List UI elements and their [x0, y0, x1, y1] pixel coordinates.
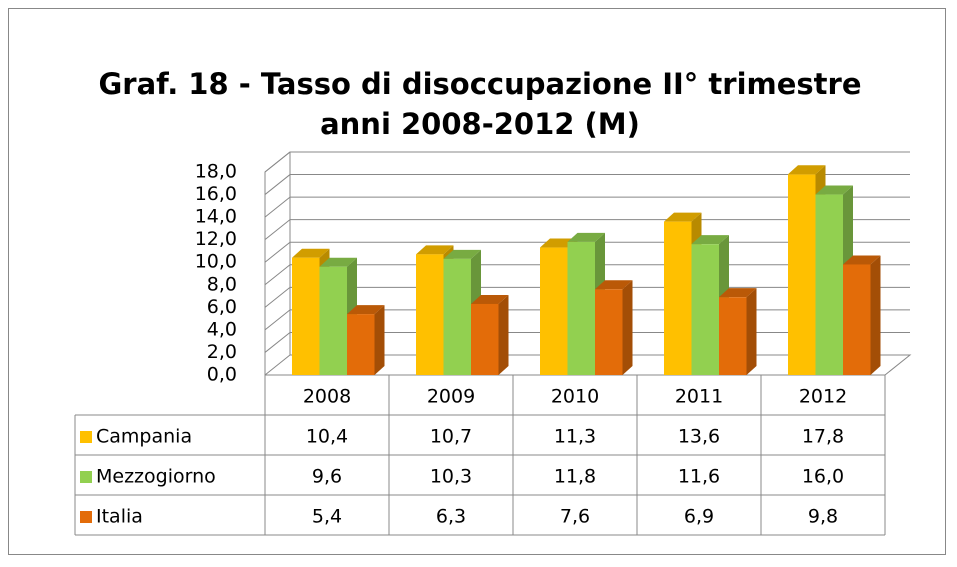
- table-value: 9,8: [808, 506, 838, 528]
- table-value: 9,6: [312, 466, 342, 488]
- table-value: 7,6: [560, 506, 590, 528]
- bar-front: [691, 244, 719, 375]
- legend-key: [80, 471, 92, 483]
- bar-front: [843, 264, 871, 375]
- y-tick-label: 14,0: [195, 206, 237, 228]
- y-tick-label: 2,0: [207, 341, 237, 363]
- bar-top: [416, 245, 454, 255]
- table-value: 6,3: [436, 506, 466, 528]
- bar: [843, 255, 881, 375]
- bar-top: [471, 294, 509, 304]
- bar-top: [443, 249, 481, 259]
- y-tick-label: 12,0: [195, 228, 237, 250]
- grid-line: [264, 174, 910, 195]
- table-value: 11,6: [678, 466, 720, 488]
- bar-front: [416, 254, 444, 375]
- y-tick-label: 4,0: [207, 318, 237, 340]
- table-value: 10,4: [306, 426, 348, 448]
- bar-side: [746, 288, 757, 375]
- bar-top: [347, 305, 385, 315]
- table-value: 11,3: [554, 426, 596, 448]
- bar-front: [595, 289, 623, 375]
- bar: [347, 305, 385, 375]
- bar-front: [664, 221, 692, 375]
- x-tick-label: 2010: [551, 386, 599, 408]
- bar-front: [540, 247, 568, 375]
- grid-line: [264, 151, 910, 173]
- bar-front: [788, 174, 816, 375]
- table-value: 13,6: [678, 426, 720, 448]
- bar-top: [664, 212, 702, 222]
- bar: [719, 288, 757, 375]
- bar-front: [719, 297, 747, 375]
- bar-front: [567, 241, 595, 375]
- bar-top: [691, 235, 729, 245]
- bar-front: [815, 194, 843, 375]
- bar-top: [567, 232, 605, 242]
- table-value: 11,8: [554, 466, 596, 488]
- y-tick-label: 18,0: [195, 161, 237, 183]
- bar-top: [843, 255, 881, 265]
- legend-label: Italia: [96, 506, 143, 528]
- y-tick-label: 16,0: [195, 183, 237, 205]
- bar-side: [622, 280, 633, 375]
- bar-side: [374, 305, 385, 375]
- legend-key: [80, 431, 92, 443]
- bar-top: [319, 257, 357, 267]
- grid-line: [264, 219, 910, 241]
- legend-label: Mezzogiorno: [96, 466, 216, 488]
- bar-side: [498, 294, 509, 375]
- bar: [471, 294, 509, 375]
- bar-side: [870, 255, 881, 375]
- bar-front: [347, 314, 375, 375]
- bar-top: [292, 248, 330, 258]
- bar-top: [815, 185, 853, 195]
- table-value: 5,4: [312, 506, 342, 528]
- table-value: 6,9: [684, 506, 714, 528]
- y-tick-label: 10,0: [195, 251, 237, 273]
- bar-top: [788, 165, 826, 175]
- x-tick-label: 2011: [675, 386, 723, 408]
- bar-front: [319, 266, 347, 375]
- bar-front: [443, 258, 471, 375]
- data-table: [74, 375, 886, 536]
- table-value: 10,7: [430, 426, 472, 448]
- table-value: 16,0: [802, 466, 844, 488]
- bar-front: [292, 257, 320, 375]
- bar-front: [471, 303, 499, 375]
- legend-label: Campania: [96, 426, 192, 448]
- legend-key: [80, 511, 92, 523]
- bar: [595, 280, 633, 375]
- table-value: 17,8: [802, 426, 844, 448]
- x-tick-label: 2008: [303, 386, 351, 408]
- x-tick-label: 2012: [799, 386, 847, 408]
- y-tick-label: 6,0: [207, 296, 237, 318]
- y-tick-label: 8,0: [207, 273, 237, 295]
- bar-top: [595, 280, 633, 290]
- x-tick-label: 2009: [427, 386, 475, 408]
- y-tick-label: 0,0: [207, 364, 237, 386]
- bar-top: [719, 288, 757, 298]
- grid-line: [264, 196, 910, 218]
- table-value: 10,3: [430, 466, 472, 488]
- chart-title: Graf. 18 - Tasso di disoccupazione II° t…: [98, 67, 862, 141]
